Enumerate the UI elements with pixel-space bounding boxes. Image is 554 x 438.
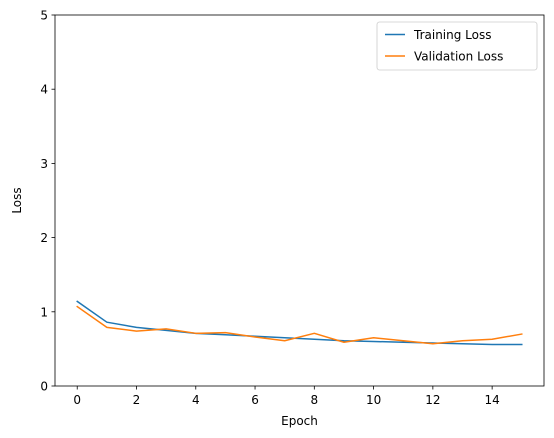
x-tick-label: 12 — [425, 393, 440, 407]
y-axis-title: Loss — [10, 187, 24, 213]
legend: Training Loss Validation Loss — [376, 21, 538, 71]
x-axis-title: Epoch — [281, 414, 318, 428]
series-line-validation-loss — [76, 305, 523, 345]
x-tick-label: 8 — [310, 393, 318, 407]
series-layer — [76, 300, 523, 346]
legend-label: Validation Loss — [414, 50, 503, 64]
y-tick-label: 5 — [40, 9, 48, 23]
x-tick-label: 6 — [251, 393, 259, 407]
y-tick-label: 1 — [40, 305, 48, 319]
plot-frame — [54, 14, 545, 387]
y-tick-label: 0 — [40, 380, 48, 394]
x-tick-label: 2 — [133, 393, 141, 407]
x-tick-label: 10 — [366, 393, 381, 407]
series-line-training-loss — [76, 300, 523, 346]
plot-area — [55, 15, 544, 386]
x-tick-label: 4 — [192, 393, 200, 407]
y-tick-label: 4 — [40, 83, 48, 97]
legend-box — [376, 21, 538, 71]
y-tick-label: 3 — [40, 157, 48, 171]
x-tick-label: 0 — [73, 393, 81, 407]
legend-label: Training Loss — [413, 28, 491, 42]
x-tick-label: 14 — [484, 393, 499, 407]
y-tick-label: 2 — [40, 231, 48, 245]
